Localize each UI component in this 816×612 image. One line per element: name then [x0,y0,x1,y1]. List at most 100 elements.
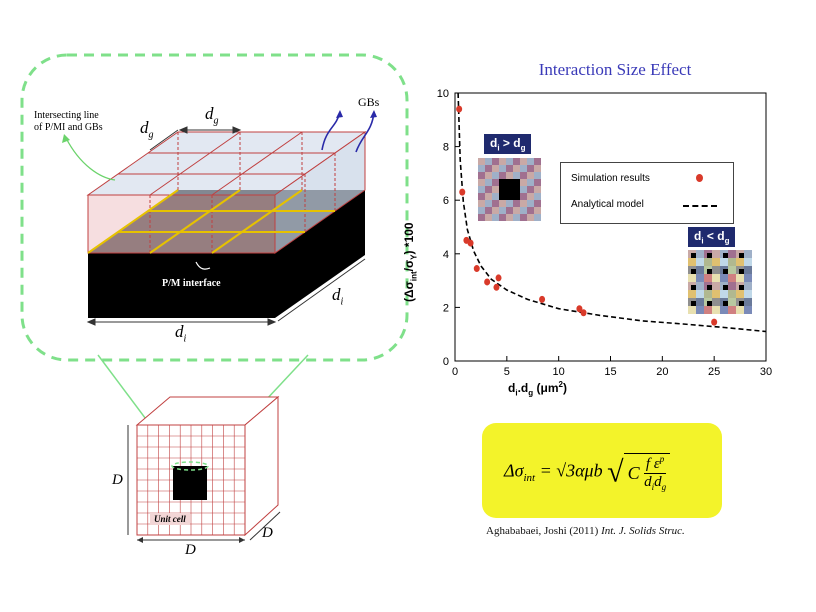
mosaic-cell [720,274,728,282]
intersecting-line-label: Intersecting line of P/MI and GBs [34,110,103,134]
simulation-point [459,188,466,196]
x-axis-label: di.dg (μm2) [508,380,567,398]
mosaic-cell [478,165,485,172]
mosaic-cell [513,165,520,172]
mosaic-cell [485,165,492,172]
mosaic-cell [492,158,499,165]
mosaic-cell [696,290,704,298]
mosaic-cell [728,258,736,266]
D-label-left: D [112,472,123,488]
mosaic-cell [499,165,506,172]
mosaic-cell [728,306,736,314]
mosaic-cell [513,200,520,207]
interface-pointer [195,261,211,270]
mosaic-cell [485,214,492,221]
mosaic-cell [534,193,541,200]
mosaic-cell [720,306,728,314]
mosaic-particle [723,301,728,306]
formula: Δσint = √3αμb √ C f εp didg [504,453,671,492]
mosaic-particle [739,253,744,258]
y-axis-label: (Δσint/σY) *100 [402,222,419,302]
mosaic-cell [492,214,499,221]
mosaic-particle [739,269,744,274]
mosaic-cell [485,200,492,207]
mosaic-cell [744,282,752,290]
mosaic-cell [534,200,541,207]
y-tick-label: 2 [443,302,449,314]
intersecting-line-label-2: of P/MI and GBs [34,122,103,133]
gbs-label: GBs [358,95,380,109]
D-label-right: D [262,525,273,541]
mosaic-particle [691,285,696,290]
simulation-point [711,318,718,326]
mosaic-cell [492,186,499,193]
x-tick-label: 5 [504,366,510,378]
inset-mosaic-large [478,158,541,221]
mosaic-cell [520,193,527,200]
mosaic-particle [707,285,712,290]
unit-cell-cube [127,395,281,543]
mosaic-particle [723,253,728,258]
mosaic-cell [520,172,527,179]
mosaic-cell [704,306,712,314]
dg-label-top: dg [205,104,219,127]
mosaic-cell [744,306,752,314]
di-label-bottom: di [175,322,187,345]
mosaic-cell [499,158,506,165]
mosaic-cell [720,258,728,266]
y-tick-label: 4 [443,249,449,261]
mosaic-cell [744,298,752,306]
mosaic-cell [712,274,720,282]
mosaic-cell [696,258,704,266]
mosaic-cell [527,193,534,200]
mosaic-cell [720,290,728,298]
citation: Aghababaei, Joshi (2011) Int. J. Solids … [486,525,685,537]
mosaic-cell [506,165,513,172]
mosaic-particle [499,179,520,200]
mosaic-cell [520,158,527,165]
mosaic-cell [728,266,736,274]
interface-label: P/M interface [162,278,221,289]
mosaic-cell [728,290,736,298]
simulation-point [539,295,546,303]
mosaic-cell [513,172,520,179]
mosaic-cell [744,274,752,282]
mosaic-cell [712,306,720,314]
mosaic-particle [707,301,712,306]
mosaic-cell [506,200,513,207]
mosaic-cell [478,207,485,214]
mosaic-cell [534,158,541,165]
slab-front [88,253,275,318]
mosaic-particle [739,285,744,290]
mosaic-cell [736,290,744,298]
mosaic-cell [520,179,527,186]
intersect-pointer [65,137,116,181]
mosaic-cell [499,214,506,221]
mosaic-cell [478,193,485,200]
mosaic-cell [744,258,752,266]
x-tick-label: 20 [656,366,668,378]
simulation-point [493,283,500,291]
x-tick-label: 0 [452,366,458,378]
mosaic-cell [499,172,506,179]
dimension-arrows [86,126,366,326]
mosaic-cell [704,258,712,266]
mosaic-cell [712,298,720,306]
mosaic-cell [506,172,513,179]
mosaic-cell [478,158,485,165]
mosaic-cell [492,207,499,214]
mosaic-cell [492,179,499,186]
legend-simulation: Simulation results [571,173,650,184]
mosaic-cell [527,186,534,193]
grain-box [86,131,367,254]
mosaic-cell [534,214,541,221]
mosaic-cell [478,179,485,186]
mosaic-cell [478,214,485,221]
x-tick-label: 15 [604,366,616,378]
mosaic-particle [691,301,696,306]
mosaic-cell [506,214,513,221]
mosaic-cell [513,214,520,221]
mosaic-cell [485,158,492,165]
mosaic-cell [527,207,534,214]
mosaic-cell [744,250,752,258]
